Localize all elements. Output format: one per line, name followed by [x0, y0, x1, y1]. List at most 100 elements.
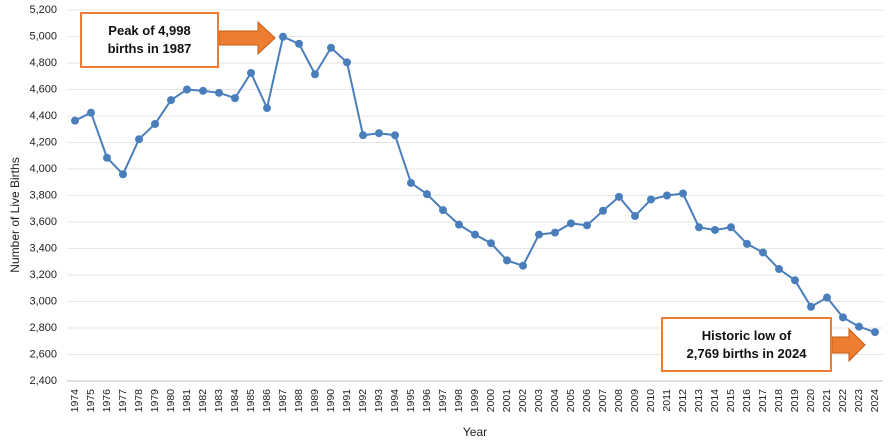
y-tick-label: 2,600: [29, 348, 57, 360]
data-point: [71, 116, 79, 125]
data-point: [311, 70, 319, 79]
data-point: [535, 230, 543, 239]
x-tick-label: 2012: [677, 389, 689, 413]
data-point: [167, 96, 175, 105]
data-point: [567, 219, 575, 228]
x-tick-label: 2013: [693, 389, 705, 413]
y-tick-label: 2,400: [29, 375, 57, 387]
low-annotation-line-2: 2,769 births in 2024: [686, 345, 807, 361]
x-axis-title: Year: [463, 425, 487, 439]
y-tick-label: 3,200: [29, 269, 57, 281]
y-tick-label: 5,000: [29, 30, 57, 42]
x-tick-label: 2024: [869, 389, 881, 413]
data-point: [615, 192, 623, 201]
data-point: [247, 68, 255, 77]
data-point: [647, 195, 655, 204]
x-tick-label: 2021: [821, 389, 833, 413]
x-tick-label: 1995: [405, 389, 417, 413]
x-tick-label: 2008: [613, 389, 625, 413]
low-annotation: Historic low of 2,769 births in 2024: [661, 317, 832, 372]
x-tick-label: 1999: [469, 389, 481, 413]
y-tick-label: 4,600: [29, 83, 57, 95]
x-tick-label: 1974: [69, 389, 81, 413]
x-tick-label: 2002: [517, 389, 529, 413]
x-tick-label: 1981: [181, 389, 193, 413]
data-point: [151, 119, 159, 128]
x-tick-label: 1993: [373, 389, 385, 413]
y-tick-label: 2,800: [29, 322, 57, 334]
x-tick-label: 2001: [501, 389, 513, 413]
x-tick-label: 2004: [549, 389, 561, 413]
data-point: [231, 94, 239, 103]
y-tick-label: 4,800: [29, 57, 57, 69]
x-tick-label: 2015: [725, 389, 737, 413]
x-tick-label: 1975: [85, 389, 97, 413]
x-tick-label: 2006: [581, 389, 593, 413]
x-tick-label: 2000: [485, 389, 497, 413]
x-tick-label: 1976: [101, 389, 113, 413]
x-tick-label: 2016: [741, 389, 753, 413]
data-point: [343, 58, 351, 67]
x-tick-label: 1989: [309, 389, 321, 413]
x-tick-label: 1988: [293, 389, 305, 413]
x-tick-label: 1979: [149, 389, 161, 413]
x-tick-label: 1982: [197, 389, 209, 413]
data-point: [631, 212, 639, 221]
data-point: [823, 293, 831, 302]
x-tick-label: 1997: [437, 389, 449, 413]
data-point: [135, 135, 143, 144]
y-tick-label: 4,200: [29, 136, 57, 148]
x-tick-label: 1990: [325, 389, 337, 413]
x-tick-label: 2010: [645, 389, 657, 413]
data-point: [359, 131, 367, 140]
x-tick-label: 1992: [357, 389, 369, 413]
data-point: [487, 239, 495, 248]
data-point: [103, 153, 111, 162]
x-tick-label: 1984: [229, 389, 241, 413]
x-tick-label: 2011: [661, 389, 673, 412]
x-tick-label: 1977: [117, 389, 129, 413]
x-tick-label: 1985: [245, 389, 257, 413]
y-tick-label: 3,800: [29, 189, 57, 201]
data-point: [711, 225, 719, 234]
x-tick-label: 1987: [277, 389, 289, 413]
x-tick-label: 2022: [837, 389, 849, 413]
y-tick-label: 3,400: [29, 242, 57, 254]
x-tick-label: 1991: [341, 389, 353, 413]
x-tick-label: 1994: [389, 389, 401, 413]
x-tick-label: 2003: [533, 389, 545, 413]
data-point: [423, 190, 431, 199]
data-point: [551, 228, 559, 237]
data-point: [471, 230, 479, 239]
data-point: [839, 313, 847, 322]
x-tick-label: 2018: [773, 389, 785, 413]
data-point: [391, 131, 399, 140]
y-tick-label: 3,000: [29, 295, 57, 307]
y-tick-label: 5,200: [29, 4, 57, 16]
x-tick-label: 2023: [853, 389, 865, 413]
y-tick-label: 4,400: [29, 110, 57, 122]
data-point: [519, 261, 527, 270]
x-tick-label: 1978: [133, 389, 145, 413]
data-point: [87, 108, 95, 117]
data-point: [279, 32, 287, 41]
data-point: [215, 88, 223, 97]
x-tick-label: 2014: [709, 389, 721, 413]
data-point: [407, 178, 415, 187]
x-tick-label: 2017: [757, 389, 769, 413]
peak-annotation-line-1: Peak of 4,998: [108, 23, 191, 38]
x-tick-label: 2007: [597, 389, 609, 413]
data-point: [855, 322, 863, 331]
peak-annotation: Peak of 4,998 births in 1987: [80, 12, 219, 68]
y-axis-title: Number of Live Births: [8, 157, 22, 272]
low-annotation-line-1: Historic low of: [701, 327, 792, 343]
x-tick-label: 1996: [421, 389, 433, 413]
data-point: [263, 104, 271, 113]
data-point: [695, 223, 703, 232]
series-line: [74, 35, 876, 334]
data-point: [183, 85, 191, 94]
peak-arrow-icon: [218, 20, 276, 56]
data-point: [679, 189, 687, 198]
data-point: [375, 129, 383, 138]
